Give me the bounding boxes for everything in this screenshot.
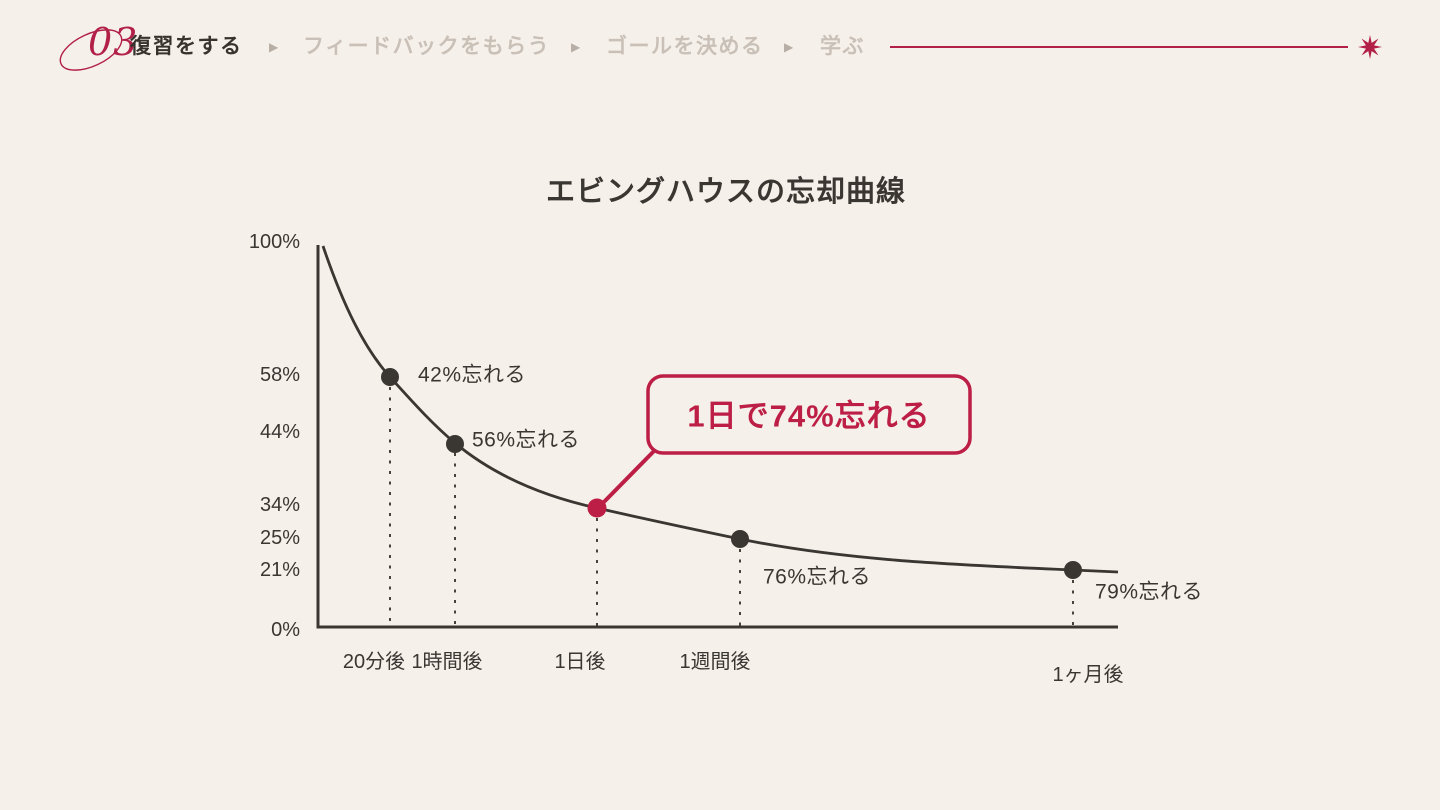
breadcrumb-item-feedback: フィードバックをもらう: [303, 35, 551, 58]
y-tick-34: 34%: [260, 494, 300, 516]
header: 03 復習をする ▶ フィードバックをもらう ▶ ゴールを決める ▶ 学ぶ: [0, 0, 1440, 96]
step-number: 03: [88, 20, 139, 64]
breadcrumb-item-review: 復習をする: [130, 35, 243, 58]
chart-title: エビングハウスの忘却曲線: [546, 174, 906, 208]
breadcrumb-item-goal: ゴールを決める: [606, 35, 764, 58]
x-tick-1hour: 1時間後: [411, 650, 482, 673]
chevron-right-icon: ▶: [784, 40, 794, 54]
chevron-right-icon: ▶: [269, 40, 279, 54]
y-axis-tick-labels: 100% 58% 44% 34% 25% 21% 0%: [249, 231, 300, 641]
chevron-right-icon: ▶: [571, 40, 581, 54]
drop-lines: [389, 387, 1074, 626]
y-tick-100: 100%: [249, 231, 300, 253]
x-tick-1day: 1日後: [554, 650, 605, 673]
x-axis-tick-labels: 20分後 1時間後 1日後 1週間後 1ヶ月後: [343, 650, 1124, 686]
data-point-1month: [1064, 561, 1082, 579]
header-rule: [890, 46, 1348, 48]
axes: [316, 245, 1118, 629]
callout-connector: [597, 448, 657, 509]
data-point-1hour: [446, 435, 464, 453]
callout-box: [646, 374, 972, 455]
y-tick-0: 0%: [271, 619, 300, 641]
y-tick-25: 25%: [260, 527, 300, 549]
point-label-20min: 42%忘れる: [418, 364, 526, 387]
point-label-1month: 79%忘れる: [1095, 581, 1203, 604]
x-tick-1month: 1ヶ月後: [1052, 663, 1123, 686]
callout-text: 1日で74%忘れる: [687, 399, 930, 434]
data-point-1week: [731, 530, 749, 548]
point-label-1week: 76%忘れる: [763, 566, 871, 589]
y-tick-21: 21%: [260, 559, 300, 581]
x-tick-1week: 1週間後: [679, 650, 750, 673]
data-point-1day-highlighted: [587, 498, 607, 518]
breadcrumb-item-learn: 学ぶ: [820, 35, 865, 58]
starburst-icon: [1358, 35, 1382, 59]
y-tick-44: 44%: [260, 421, 300, 443]
y-tick-58: 58%: [260, 364, 300, 386]
point-label-1hour: 56%忘れる: [472, 429, 580, 452]
step-number-ellipse-decoration: [59, 29, 123, 71]
data-point-20min: [381, 368, 399, 386]
x-tick-20min: 20分後: [343, 650, 405, 673]
